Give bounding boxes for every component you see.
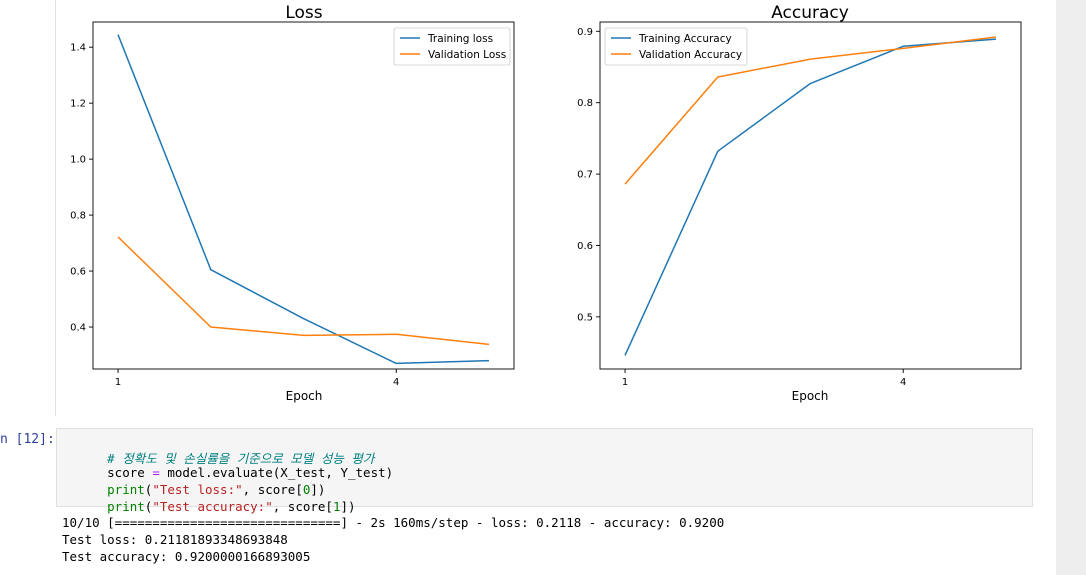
- y-tick-label: 0.9: [577, 27, 593, 38]
- x-axis-label: Epoch: [286, 389, 323, 403]
- x-axis-label: Epoch: [792, 389, 829, 403]
- code-operator: =: [144, 465, 168, 480]
- series-line-training-loss: [117, 34, 490, 365]
- x-tick-label: 4: [393, 377, 399, 388]
- series-line-validation-loss: [117, 236, 490, 346]
- series-line-training-accuracy: [624, 38, 997, 356]
- y-tick-label: 0.4: [70, 323, 86, 334]
- code-editor-cell[interactable]: # 정확도 및 손실률을 기준으로 모델 성능 평가 score = model…: [56, 428, 1033, 514]
- chart-title: Loss: [285, 3, 322, 23]
- code-function: print: [107, 482, 145, 497]
- output-line-test-accuracy: Test accuracy: 0.9200000166893005: [62, 549, 311, 564]
- series-line-validation-accuracy: [624, 36, 997, 185]
- code-line-3[interactable]: print("Test loss:", score[0]): [62, 467, 325, 512]
- y-tick-label: 1.4: [70, 43, 86, 54]
- code-paren: (: [144, 499, 153, 514]
- code-paren: (: [144, 482, 153, 497]
- y-tick-label: 1.2: [70, 99, 86, 110]
- output-area-plots: Loss 1 4 0.4 0.6 0.8 1.0 1.2 1.4 Epoch Trainin…: [55, 0, 1022, 416]
- legend-label-validation-accuracy: Validation Accuracy: [639, 49, 742, 61]
- input-prompt: n [12]:: [0, 432, 55, 447]
- x-tick-label: 4: [900, 377, 906, 388]
- y-tick-label: 0.8: [70, 211, 86, 222]
- y-tick-label: 0.8: [577, 98, 593, 109]
- y-tick-label: 0.6: [70, 267, 86, 278]
- y-tick-label: 0.5: [577, 312, 593, 323]
- y-tick-label: 0.6: [577, 241, 593, 252]
- output-prompt-divider: [55, 0, 56, 416]
- code-string: "Test accuracy:": [152, 499, 273, 514]
- code-text: , score[: [242, 482, 303, 497]
- accuracy-chart: Accuracy 1 4 0.5 0.6 0.7 0.8 0.9 Epoch Traini…: [577, 3, 1022, 403]
- code-line-4[interactable]: print("Test accuracy:", score[1]): [62, 484, 356, 529]
- legend-label-validation-loss: Validation Loss: [428, 49, 506, 61]
- code-line-2[interactable]: score = model.evaluate(X_test, Y_test): [62, 450, 393, 495]
- chart-title: Accuracy: [771, 3, 849, 23]
- code-text: , score[: [272, 499, 333, 514]
- legend-label-training-loss: Training loss: [427, 33, 493, 45]
- code-expression: model.evaluate(X_test, Y_test): [167, 465, 394, 480]
- plot-frame: [92, 21, 515, 370]
- loss-chart: Loss 1 4 0.4 0.6 0.8 1.0 1.2 1.4 Epoch Trainin…: [70, 3, 515, 403]
- code-comment: # 정확도 및 손실률을 기준으로 모델 성능 평가: [107, 451, 375, 466]
- code-number: 0: [302, 482, 311, 497]
- y-tick-label: 1.0: [70, 155, 86, 166]
- code-string: "Test loss:": [152, 482, 243, 497]
- plot-frame: [599, 21, 1022, 370]
- x-tick-label: 1: [622, 377, 628, 388]
- code-line-1[interactable]: # 정확도 및 손실률을 기준으로 모델 성능 평가: [62, 433, 374, 482]
- code-function: print: [107, 499, 145, 514]
- legend-label-training-accuracy: Training Accuracy: [638, 33, 732, 45]
- legend: Training Accuracy Validation Accuracy: [604, 27, 748, 66]
- notebook-panel: Loss 1 4 0.4 0.6 0.8 1.0 1.2 1.4 Epoch Trainin…: [0, 0, 1056, 575]
- y-tick-label: 0.7: [577, 170, 593, 181]
- code-text: ]): [310, 482, 326, 497]
- code-variable: score: [107, 465, 145, 480]
- code-text: ]): [340, 499, 356, 514]
- output-line-test-loss: Test loss: 0.21181893348693848: [62, 532, 288, 547]
- legend: Training loss Validation Loss: [393, 27, 511, 66]
- output-line-progress: 10/10 [==============================] -…: [62, 515, 725, 530]
- code-number: 1: [332, 499, 341, 514]
- x-tick-label: 1: [115, 377, 121, 388]
